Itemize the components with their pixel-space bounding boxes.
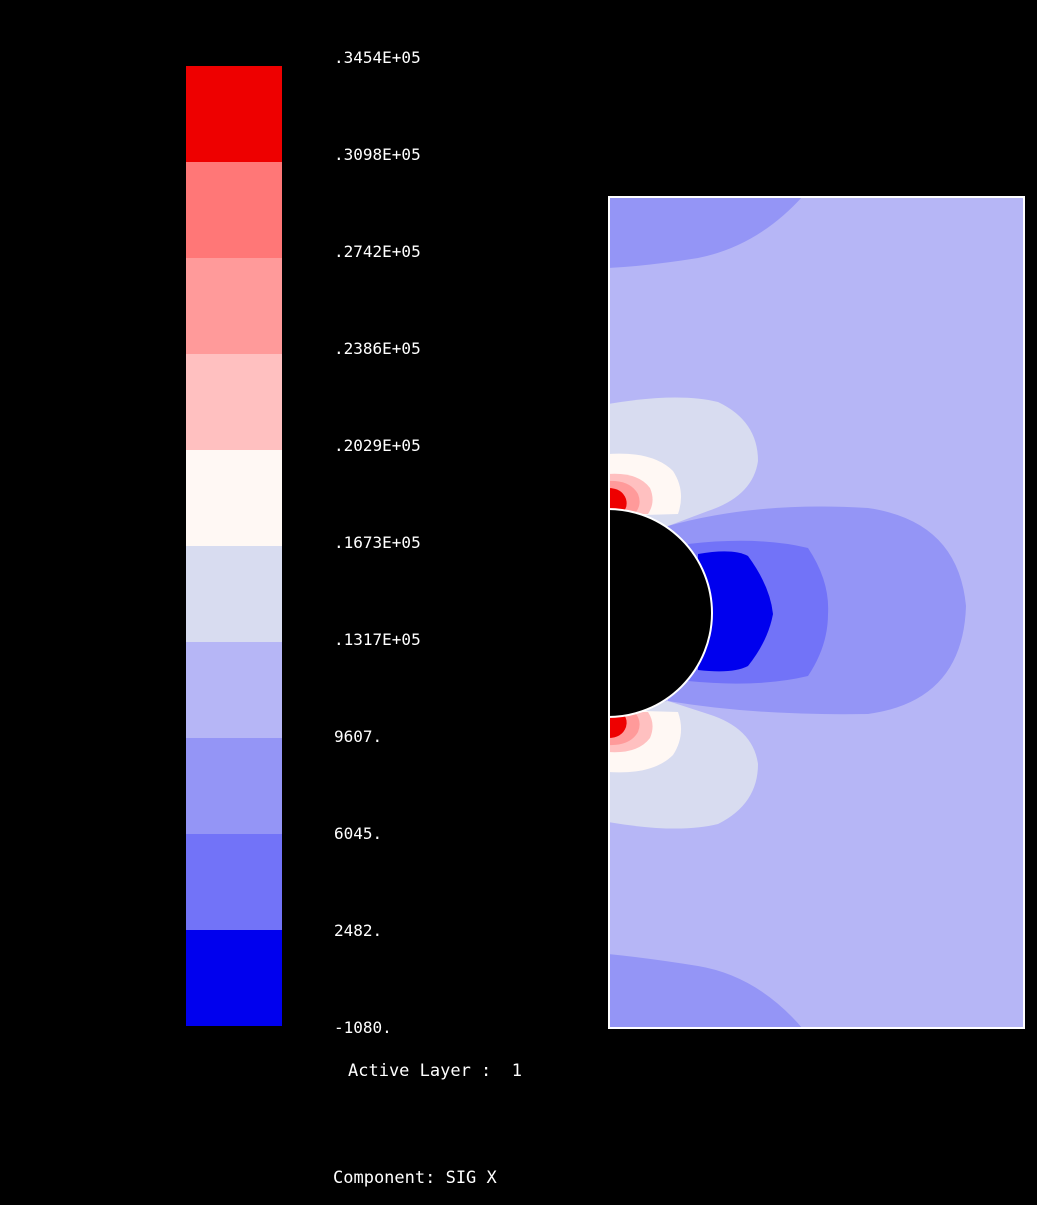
legend-swatch [186, 450, 282, 546]
legend-tick-label: .3098E+05 [334, 145, 421, 164]
legend-tick-label: 2482. [334, 921, 383, 940]
legend-tick-label: .2742E+05 [334, 242, 421, 261]
hole-cutout [608, 509, 712, 717]
contour-lower-red3 [608, 715, 627, 738]
legend-tick-label: .3454E+05 [334, 48, 421, 67]
stress-contour-plot [608, 196, 1025, 1029]
contour-blue-core [698, 551, 773, 672]
legend-swatch [186, 258, 282, 354]
component-label: Component: SIG X [333, 1168, 497, 1188]
contour-upper-red3 [608, 488, 627, 511]
legend-swatch [186, 66, 282, 162]
active-layer-label: Active Layer : 1 [348, 1061, 522, 1081]
hole-edge [608, 508, 713, 718]
legend-swatch [186, 546, 282, 642]
contour-top-band [608, 196, 803, 268]
plot-border [608, 196, 1025, 1029]
color-legend-bar [186, 66, 282, 1026]
contour-bottom-band [608, 954, 803, 1029]
legend-swatch [186, 738, 282, 834]
legend-tick-label: -1080. [334, 1018, 392, 1037]
legend-swatch [186, 354, 282, 450]
legend-tick-label: .2386E+05 [334, 339, 421, 358]
legend-tick-label: .1673E+05 [334, 533, 421, 552]
legend-swatch [186, 162, 282, 258]
legend-swatch [186, 642, 282, 738]
legend-swatch [186, 930, 282, 1026]
legend-tick-label: .2029E+05 [334, 436, 421, 455]
legend-tick-label: .1317E+05 [334, 630, 421, 649]
legend-tick-label: 9607. [334, 727, 383, 746]
legend-tick-label: 6045. [334, 824, 383, 843]
legend-swatch [186, 834, 282, 930]
